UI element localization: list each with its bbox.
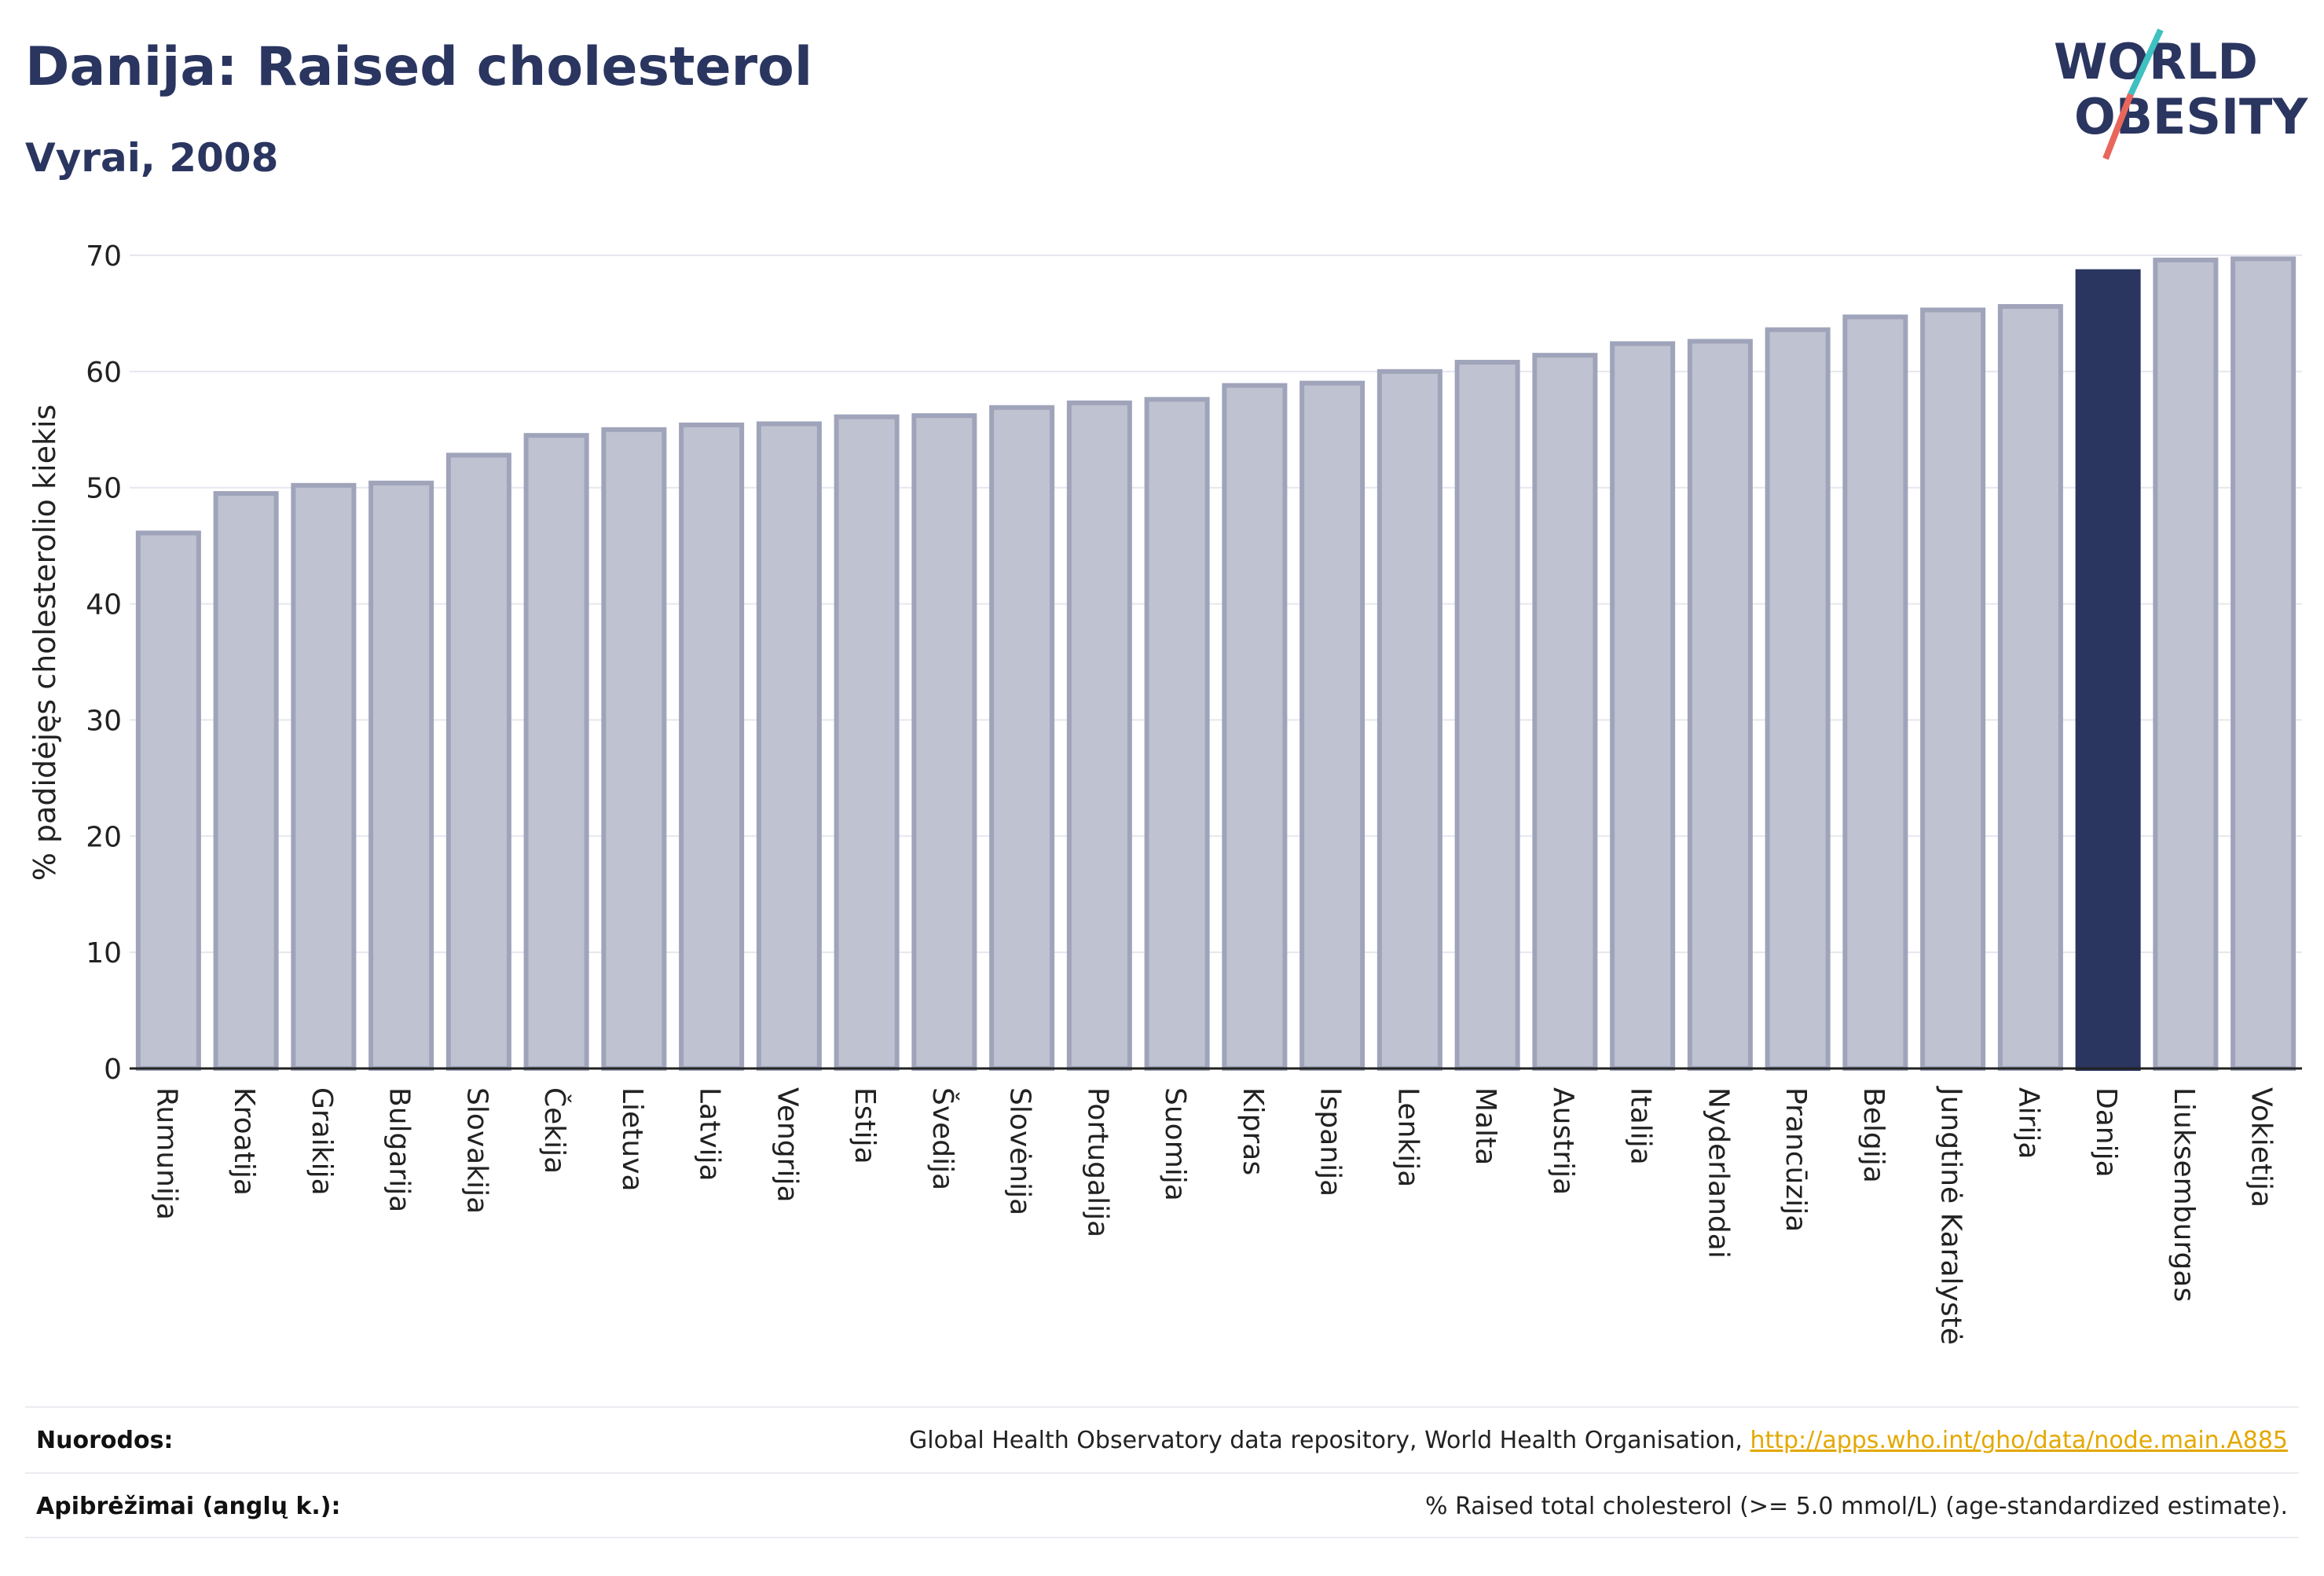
bars (135, 256, 2297, 1072)
x-tick-label: Portugalija (1081, 1087, 1113, 1237)
footer-divider-bottom (25, 1537, 2299, 1538)
x-tick-label: Graikija (306, 1087, 338, 1196)
bar (1066, 400, 1132, 1071)
bar (1454, 360, 1520, 1071)
y-axis-ticks: 0 10 20 30 40 50 60 70 (86, 240, 122, 1086)
bar (679, 422, 745, 1071)
bar (834, 414, 900, 1071)
bar (445, 453, 511, 1071)
bar (1610, 341, 1676, 1072)
footer-divider-top (25, 1406, 2299, 1408)
bar-highlight (2075, 269, 2141, 1071)
x-tick-label: Slovėnija (1004, 1087, 1036, 1215)
bar (523, 433, 589, 1071)
bar (756, 421, 822, 1071)
x-tick-label: Airija (2012, 1087, 2044, 1160)
y-axis-title: % padidėjęs cholesterolio kiekis (27, 405, 62, 881)
x-tick-label: Lenkija (1391, 1087, 1424, 1187)
x-tick-label: Vokietija (2245, 1087, 2278, 1208)
bar-chart: 0 10 20 30 40 50 60 70 Rumunija Kroatija Graikija… (27, 240, 2302, 1345)
x-tick-label: Suomija (1159, 1087, 1191, 1201)
x-tick-label: Austrija (1547, 1087, 1579, 1195)
x-tick-label: Latvija (694, 1087, 726, 1182)
x-tick-label: Kipras (1237, 1087, 1269, 1175)
x-tick-label: Vengrija (771, 1087, 803, 1203)
bar (989, 405, 1055, 1071)
x-tick-label: Ispanija (1314, 1087, 1347, 1197)
y-tick-label: 0 (104, 1054, 122, 1086)
logo-slash-red (2102, 93, 2134, 160)
footer-divider-middle (25, 1472, 2299, 1474)
bar (1765, 327, 1831, 1071)
x-tick-label: Lietuva (616, 1087, 648, 1192)
bar (1920, 307, 1986, 1071)
x-tick-label: Jungtinė Karalystė (1935, 1086, 1967, 1345)
bar (368, 480, 434, 1071)
bar (1532, 353, 1598, 1071)
bar (291, 482, 357, 1071)
x-tick-label: Estija (849, 1087, 881, 1164)
y-tick-label: 50 (86, 473, 122, 505)
y-tick-label: 70 (86, 240, 122, 273)
world-obesity-logo: WORLD OBESITY (2054, 28, 2308, 160)
bar (2153, 257, 2219, 1071)
x-tick-label: Liuksemburgas (2168, 1087, 2200, 1302)
x-tick-label: Danija (2090, 1087, 2122, 1178)
bar (135, 530, 201, 1071)
x-tick-label: Čekija (538, 1087, 571, 1174)
sources-citation: Global Health Observatory data repositor… (909, 1427, 1750, 1454)
x-tick-label: Rumunija (150, 1087, 182, 1220)
y-tick-label: 40 (86, 589, 122, 621)
y-tick-label: 30 (86, 705, 122, 737)
sources-label: Nuorodos: (36, 1427, 174, 1454)
bar (601, 427, 667, 1071)
y-tick-label: 60 (86, 357, 122, 389)
x-tick-label: Italija (1625, 1087, 1657, 1165)
y-tick-label: 20 (86, 821, 122, 853)
x-tick-label: Švedija (926, 1087, 959, 1190)
bar (1842, 314, 1908, 1072)
logo-slash-teal (2128, 28, 2164, 96)
bar (1376, 368, 1442, 1072)
definitions-text: % Raised total cholesterol (>= 5.0 mmol/… (1425, 1493, 2288, 1520)
bar (2231, 256, 2297, 1072)
bar (1222, 383, 1288, 1072)
sources-link[interactable]: http://apps.who.int/gho/data/node.main.A… (1750, 1427, 2288, 1454)
x-tick-label: Malta (1469, 1087, 1501, 1165)
x-tick-label: Bulgarija (383, 1087, 416, 1212)
chart-title: Danija: Raised cholesterol (25, 36, 813, 98)
chart-subtitle: Vyrai, 2008 (25, 135, 279, 181)
bar (1144, 397, 1210, 1072)
x-axis-labels: Rumunija Kroatija Graikija Bulgarija Slovaki… (150, 1086, 2277, 1345)
definitions-label: Apibrėžimai (anglų k.): (36, 1493, 341, 1520)
y-tick-label: 10 (86, 937, 122, 969)
x-tick-label: Prancūzija (1780, 1087, 1812, 1232)
bar (213, 491, 279, 1071)
x-tick-label: Kroatija (228, 1087, 260, 1196)
bar (1299, 380, 1365, 1071)
bar (1687, 339, 1753, 1071)
x-tick-label: Nyderlandai (1702, 1087, 1734, 1259)
bar (911, 413, 977, 1071)
sources-text: Global Health Observatory data repositor… (909, 1427, 2288, 1454)
x-tick-label: Belgija (1857, 1087, 1890, 1183)
bar (1997, 304, 2063, 1071)
x-tick-label: Slovakija (460, 1087, 493, 1214)
